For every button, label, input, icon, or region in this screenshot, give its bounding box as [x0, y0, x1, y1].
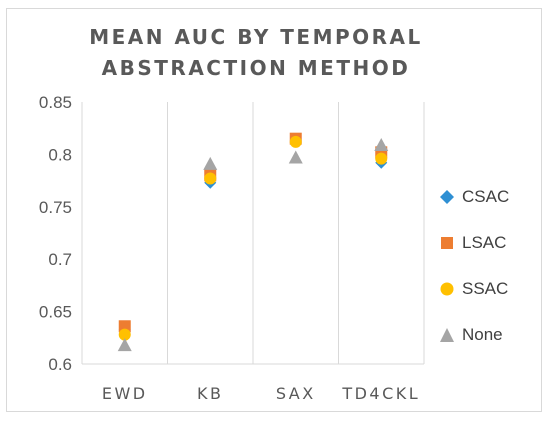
legend-label-lsac: LSAC — [462, 233, 507, 252]
y-tick-label: 0.8 — [48, 145, 72, 164]
x-tick-label: TD4CKL — [341, 384, 420, 403]
data-point-lsac — [118, 320, 131, 333]
y-tick-label: 0.7 — [48, 250, 72, 269]
square-marker-icon — [441, 237, 453, 249]
y-tick-label: 0.85 — [39, 93, 72, 112]
y-tick-label: 0.6 — [48, 355, 72, 374]
legend-item-lsac: LSAC — [440, 220, 509, 266]
triangle-marker-icon — [440, 328, 454, 342]
chart-title: MEAN AUC BY TEMPORAL ABSTRACTION METHOD — [89, 25, 423, 80]
x-tick-label: EWD — [102, 384, 148, 403]
data-point-ssac — [375, 152, 388, 165]
chart-frame — [6, 8, 542, 412]
legend-label-csac: CSAC — [462, 187, 510, 206]
legend-label-none: None — [462, 325, 503, 344]
legend: CSAC LSAC SSAC None — [440, 174, 509, 358]
diamond-marker-icon — [440, 190, 454, 204]
legend-item-ssac: SSAC — [440, 266, 509, 312]
data-point-ssac — [289, 135, 302, 148]
circle-marker-icon — [440, 282, 454, 296]
x-tick-label: KB — [197, 384, 223, 403]
y-tick-label: 0.75 — [39, 198, 72, 217]
data-point-none — [117, 338, 132, 352]
y-tick-label: 0.65 — [39, 303, 72, 322]
data-point-none — [288, 150, 303, 164]
x-tick-label: SAX — [276, 384, 316, 403]
legend-item-csac: CSAC — [440, 174, 509, 220]
data-point-none — [374, 137, 389, 151]
data-point-ssac — [118, 328, 131, 341]
data-point-none — [203, 156, 218, 170]
legend-label-ssac: SSAC — [462, 279, 509, 298]
data-point-ssac — [204, 172, 217, 185]
legend-item-none: None — [440, 312, 509, 358]
